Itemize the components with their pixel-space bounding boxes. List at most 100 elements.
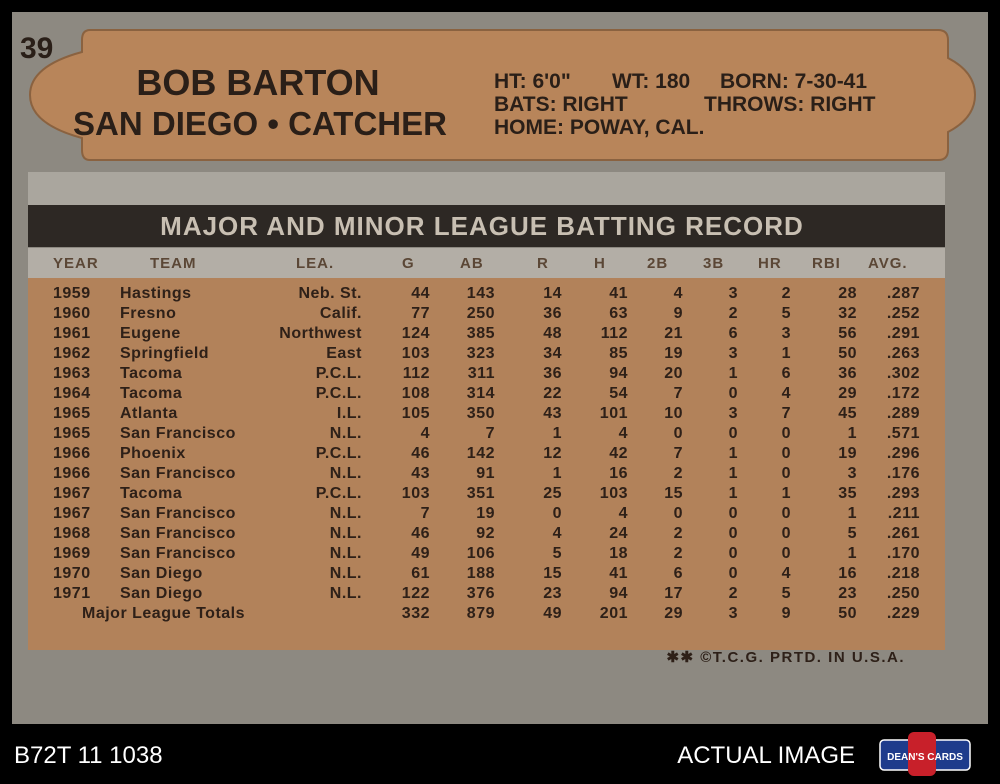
table-cell: 54 — [609, 385, 628, 402]
height: HT: 6'0" — [494, 70, 571, 93]
table-cell: 0 — [674, 425, 683, 442]
table-cell: San Francisco — [120, 505, 236, 522]
table-cell: 7 — [674, 445, 683, 462]
table-cell: .293 — [887, 485, 920, 502]
table-cell: 106 — [467, 545, 495, 562]
table-cell: 122 — [402, 585, 430, 602]
column-header: AB — [460, 255, 484, 272]
totals-cell: 879 — [467, 605, 495, 622]
table-cell: 376 — [467, 585, 495, 602]
table-cell: N.L. — [330, 525, 362, 542]
table-cell: P.C.L. — [316, 485, 362, 502]
table-cell: 1 — [553, 465, 562, 482]
bats: BATS: RIGHT — [494, 93, 628, 116]
table-cell: Hastings — [120, 285, 192, 302]
table-cell: 28 — [838, 285, 857, 302]
table-cell: 1 — [729, 485, 738, 502]
table-cell: 1966 — [53, 445, 91, 462]
table-cell: Tacoma — [120, 365, 182, 382]
table-cell: 19 — [838, 445, 857, 462]
table-cell: 1 — [848, 505, 857, 522]
table-cell: 103 — [402, 485, 430, 502]
totals-cell: 201 — [600, 605, 628, 622]
table-cell: 351 — [467, 485, 495, 502]
table-cell: 15 — [664, 485, 683, 502]
table-cell: 18 — [609, 545, 628, 562]
table-cell: San Francisco — [120, 425, 236, 442]
table-cell: 1 — [782, 485, 791, 502]
table-cell: .250 — [887, 585, 920, 602]
table-cell: 1 — [782, 345, 791, 362]
table-cell: East — [326, 345, 362, 362]
table-cell: 112 — [403, 365, 430, 382]
table-cell: 1968 — [53, 525, 91, 542]
header-row — [28, 248, 945, 278]
table-cell: 25 — [543, 485, 562, 502]
table-cell: 4 — [553, 525, 562, 542]
table-cell: 1962 — [53, 345, 91, 362]
table-cell: 314 — [467, 385, 495, 402]
table-cell: .296 — [887, 445, 920, 462]
table-cell: P.C.L. — [316, 365, 362, 382]
table-cell: 15 — [543, 565, 562, 582]
table-cell: 50 — [838, 345, 857, 362]
table-cell: 49 — [411, 545, 430, 562]
home: HOME: POWAY, CAL. — [494, 116, 704, 139]
table-cell: Fresno — [120, 305, 176, 322]
table-cell: 41 — [609, 565, 628, 582]
table-cell: 5 — [848, 525, 857, 542]
table-cell: 311 — [468, 365, 495, 382]
table-cell: 0 — [729, 385, 738, 402]
sku: B72T 11 1038 — [14, 742, 163, 769]
table-cell: 1970 — [53, 565, 91, 582]
table-cell: 323 — [467, 345, 495, 362]
table-cell: 2 — [674, 465, 683, 482]
table-cell: 56 — [838, 325, 857, 342]
table-cell: 0 — [782, 425, 791, 442]
table-cell: .289 — [887, 405, 920, 422]
table-cell: .218 — [887, 565, 920, 582]
table-cell: 1964 — [53, 385, 91, 402]
table-cell: 16 — [838, 565, 857, 582]
table-cell: 0 — [782, 465, 791, 482]
table-cell: 385 — [467, 325, 495, 342]
table-cell: 10 — [664, 405, 683, 422]
table-cell: San Diego — [120, 565, 203, 582]
gray-band — [28, 172, 945, 206]
table-cell: 1965 — [53, 425, 91, 442]
table-cell: N.L. — [330, 545, 362, 562]
table-cell: 41 — [609, 285, 628, 302]
throws: THROWS: RIGHT — [704, 93, 876, 116]
table-cell: 77 — [411, 305, 430, 322]
table-cell: .261 — [887, 525, 920, 542]
table-cell: San Diego — [120, 585, 203, 602]
table-cell: 112 — [601, 325, 628, 342]
table-cell: 5 — [782, 305, 791, 322]
table-cell: 19 — [476, 505, 495, 522]
column-header: G — [402, 255, 415, 272]
copyright: ✱✱ ©T.C.G. PRTD. IN U.S.A. — [666, 649, 905, 666]
column-header: RBI — [812, 255, 841, 272]
table-cell: N.L. — [330, 465, 362, 482]
table-cell: 63 — [609, 305, 628, 322]
table-cell: 3 — [782, 325, 791, 342]
column-header: LEA. — [296, 255, 334, 272]
table-cell: .172 — [887, 385, 920, 402]
table-cell: 2 — [674, 545, 683, 562]
table-cell: 46 — [411, 445, 430, 462]
table-cell: .571 — [887, 425, 920, 442]
table-cell: 0 — [674, 505, 683, 522]
table-cell: 0 — [782, 525, 791, 542]
table-cell: .170 — [887, 545, 920, 562]
table-cell: 1959 — [53, 285, 91, 302]
table-cell: 7 — [421, 505, 430, 522]
table-cell: Atlanta — [120, 405, 178, 422]
table-cell: .263 — [887, 345, 920, 362]
column-header: 3B — [703, 255, 724, 272]
table-cell: 124 — [402, 325, 430, 342]
table-cell: 103 — [600, 485, 628, 502]
totals-cell: .229 — [887, 605, 920, 622]
table-cell: 0 — [553, 505, 562, 522]
logo-d — [908, 732, 936, 776]
